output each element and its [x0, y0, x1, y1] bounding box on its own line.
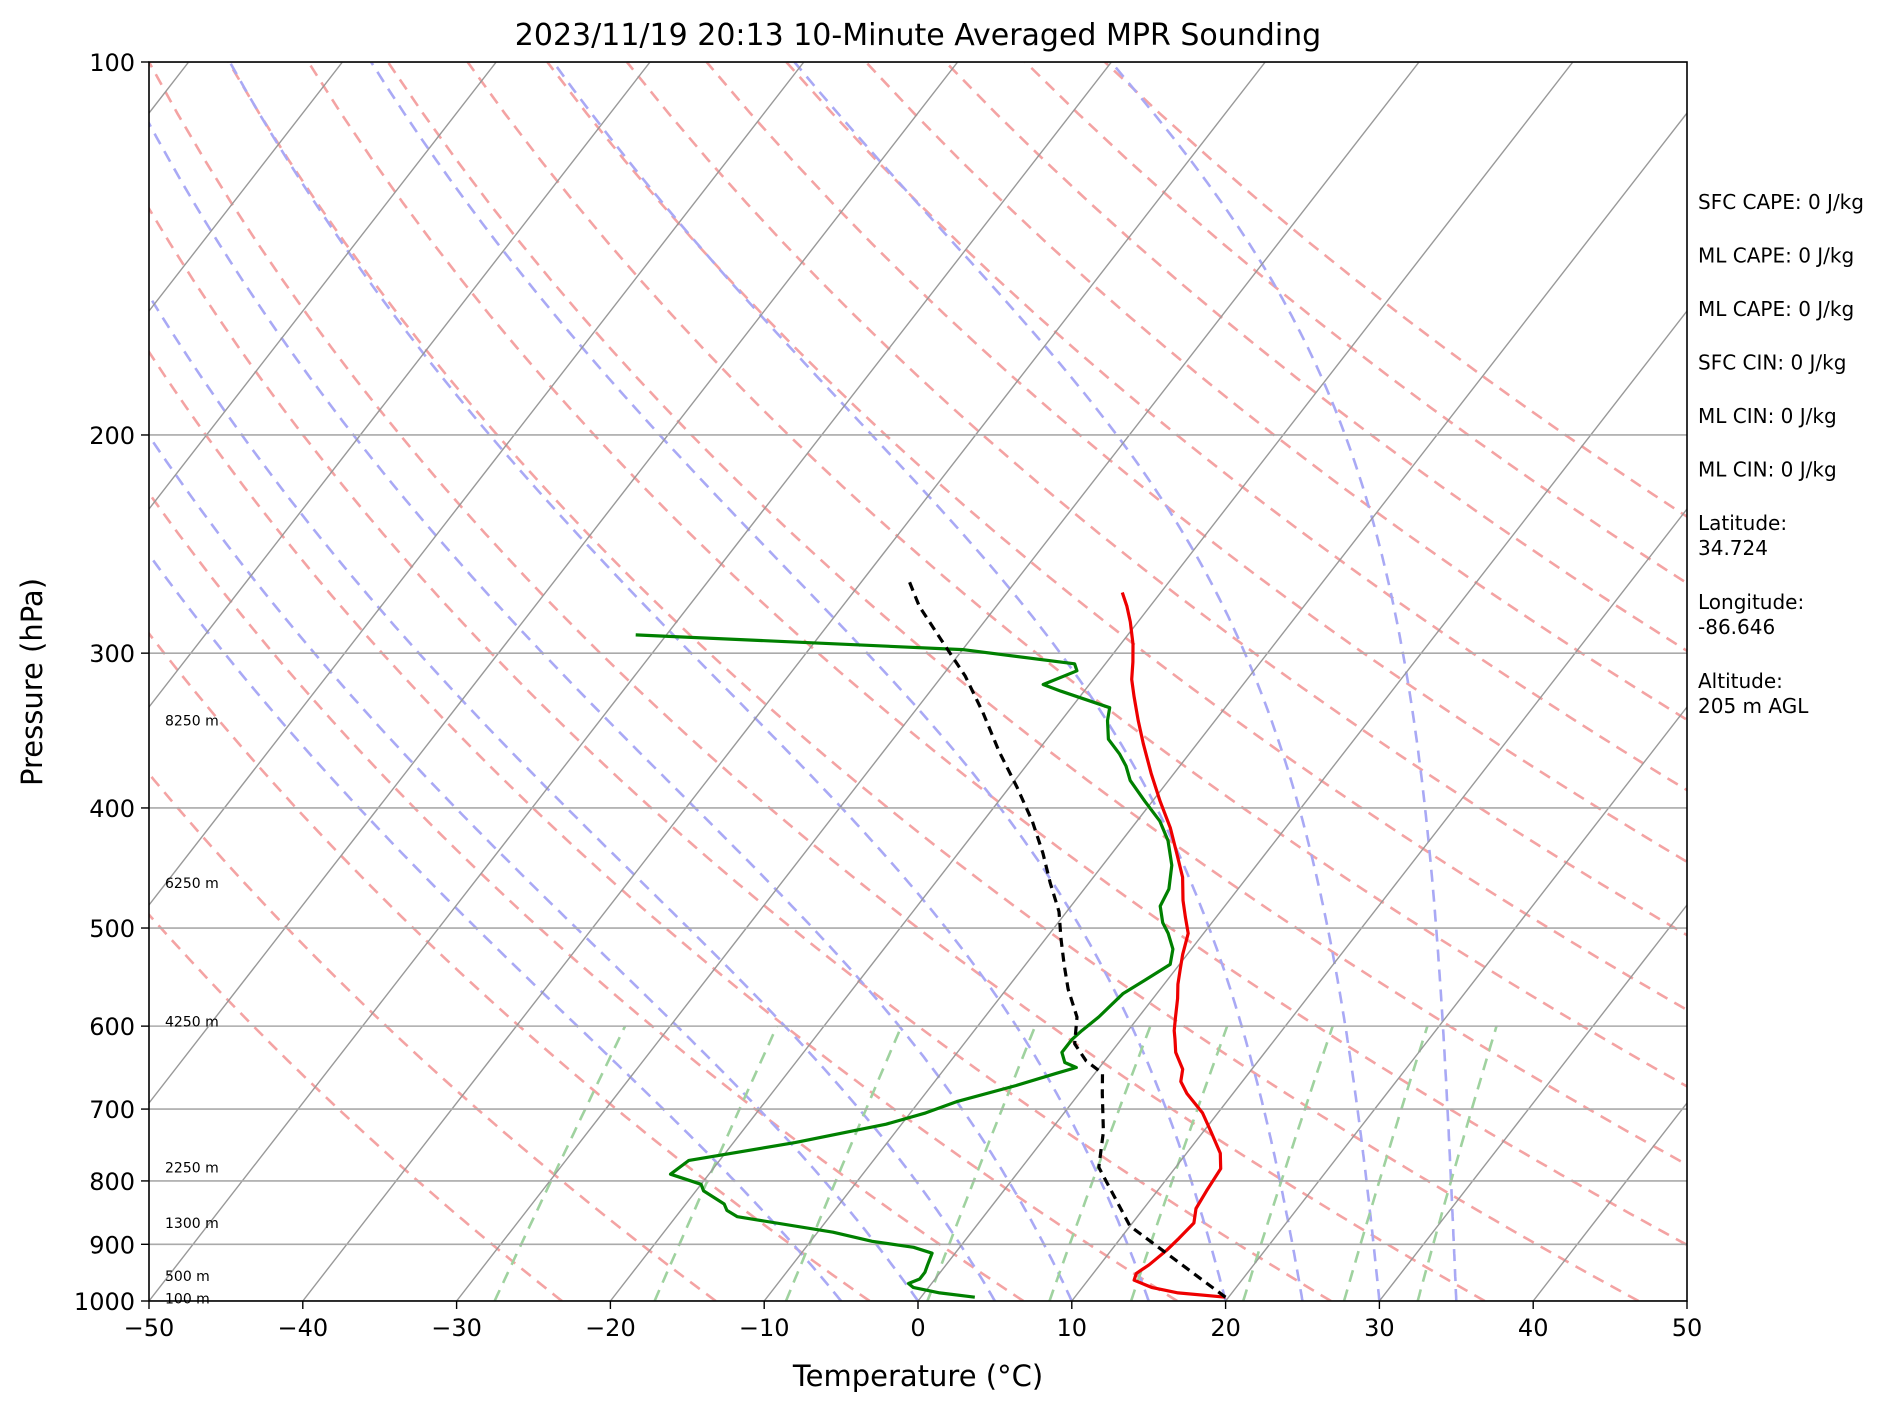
- isotherm: [149, 62, 805, 907]
- param-ml-cape: ML CAPE: 0 J/kg: [1698, 244, 1854, 268]
- dry-adiabat: [149, 771, 717, 1301]
- y-tick-label: 900: [89, 1231, 135, 1259]
- y-tick-label: 1000: [74, 1288, 135, 1316]
- x-tick-label: 0: [910, 1314, 925, 1342]
- height-label: 8250 m: [165, 714, 219, 730]
- moist-adiabat: [149, 433, 920, 1301]
- plot-background: [149, 62, 1687, 1301]
- isotherm: [609, 62, 1574, 1301]
- moist-adiabat: [228, 62, 1150, 1301]
- y-tick-label: 300: [89, 640, 135, 668]
- isotherm: [302, 62, 1266, 1301]
- dry-adiabat: [546, 62, 1687, 1012]
- parcel-path-line: [907, 579, 1227, 1299]
- mixing-ratio-line: [493, 1025, 627, 1301]
- x-tick-label: −20: [585, 1314, 636, 1342]
- param-ml-cin: ML CIN: 0 J/kg: [1698, 404, 1837, 428]
- moist-adiabat: [149, 120, 1073, 1301]
- y-tick-label: 600: [89, 1013, 135, 1041]
- isotherm: [1225, 705, 1687, 1301]
- dry-adiabat: [307, 62, 1687, 1247]
- pressure-gridlines: [149, 62, 1687, 1301]
- chart-title: 2023/11/19 20:13 10-Minute Averaged MPR …: [515, 18, 1321, 53]
- x-tick-label: −50: [124, 1314, 175, 1342]
- moist-adiabat: [149, 552, 843, 1301]
- height-label: 2250 m: [165, 1160, 219, 1176]
- moist-adiabat: [149, 293, 997, 1301]
- x-axis-label: Temperature (°C): [792, 1359, 1043, 1393]
- series-lines: [635, 579, 1227, 1299]
- dry-adiabat: [944, 62, 1687, 653]
- isotherm: [149, 62, 497, 511]
- param-longitude-label: Longitude:: [1698, 590, 1804, 614]
- height-labels: 100 m 500 m 1300 m 2250 m 4250 m 6250 m 8250 m: [165, 714, 219, 1308]
- y-tick-label: 500: [89, 915, 135, 943]
- isotherm: [1071, 507, 1687, 1301]
- y-tick-label: 700: [89, 1096, 135, 1124]
- height-label: 500 m: [165, 1269, 210, 1285]
- x-tick-label: 50: [1672, 1314, 1703, 1342]
- moist-adiabat: [1110, 62, 1458, 1301]
- y-tick-label: 200: [89, 422, 135, 450]
- x-tick-label: 10: [1057, 1314, 1088, 1342]
- moist-adiabat: [370, 62, 1227, 1301]
- x-tick-label: −10: [739, 1314, 790, 1342]
- isotherm: [456, 62, 1420, 1301]
- dry-adiabat: [149, 491, 1025, 1301]
- isotherm: [1378, 903, 1687, 1301]
- parameters-panel: SFC CAPE: 0 J/kg ML CAPE: 0 J/kg ML CAPE: …: [1698, 190, 1864, 718]
- dry-adiabat: [149, 349, 1178, 1301]
- isotherm: [917, 309, 1687, 1301]
- param-latitude-value: 34.724: [1698, 536, 1768, 560]
- y-axis-label: Pressure (hPa): [15, 578, 49, 786]
- height-label: 1300 m: [165, 1216, 219, 1232]
- dewpoint-line: [635, 633, 1175, 1299]
- y-tick-label: 800: [89, 1168, 135, 1196]
- param-latitude-label: Latitude:: [1698, 511, 1787, 535]
- height-label: 4250 m: [165, 1015, 219, 1031]
- param-ml-cape-2: ML CAPE: 0 J/kg: [1698, 297, 1854, 321]
- x-tick-label: −40: [277, 1314, 328, 1342]
- param-sfc-cin: SFC CIN: 0 J/kg: [1698, 351, 1846, 375]
- dry-adiabat: [149, 631, 871, 1301]
- y-tick-label: 100: [89, 49, 135, 77]
- dry-adiabat: [149, 206, 1332, 1301]
- x-tick-label: −30: [431, 1314, 482, 1342]
- dry-adiabat: [1024, 62, 1687, 585]
- moist-adiabat: [552, 62, 1304, 1301]
- param-ml-cin-2: ML CIN: 0 J/kg: [1698, 458, 1837, 482]
- isotherm: [149, 62, 344, 313]
- dry-adiabat: [466, 62, 1687, 1088]
- isotherm: [763, 111, 1687, 1301]
- x-axis: −50 −40 −30 −20 −10 0 10 20 30 40 50: [124, 1301, 1703, 1342]
- dry-adiabat: [705, 62, 1687, 864]
- y-tick-label: 400: [89, 795, 135, 823]
- dry-adiabat: [625, 62, 1687, 937]
- isotherm: [149, 62, 1113, 1301]
- x-tick-label: 20: [1210, 1314, 1241, 1342]
- isotherm: [149, 62, 959, 1105]
- x-tick-label: 40: [1518, 1314, 1549, 1342]
- param-altitude-value: 205 m AGL: [1698, 694, 1809, 718]
- param-sfc-cape: SFC CAPE: 0 J/kg: [1698, 190, 1864, 214]
- param-altitude-label: Altitude:: [1698, 669, 1783, 693]
- param-longitude-value: -86.646: [1698, 615, 1775, 639]
- x-tick-label: 30: [1364, 1314, 1395, 1342]
- temperature-line: [1120, 591, 1226, 1299]
- height-label: 100 m: [165, 1291, 210, 1307]
- isotherm: [149, 62, 651, 709]
- height-label: 6250 m: [165, 876, 219, 892]
- y-axis: 1000 900 800 700 600 500 400 300 200 100: [74, 49, 149, 1316]
